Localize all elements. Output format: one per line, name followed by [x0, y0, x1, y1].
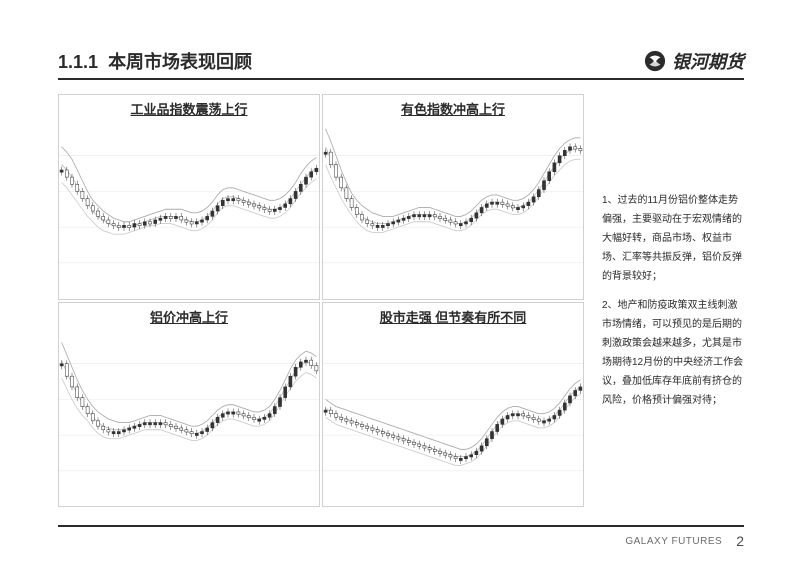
chart-title-1: 工业品指数震荡上行 — [59, 95, 319, 120]
section-number: 1.1.1 — [58, 52, 98, 72]
chart-cell-4: 股市走强 但节奏有所不同 — [322, 302, 584, 508]
chart-title-4: 股市走强 但节奏有所不同 — [323, 303, 583, 328]
chart-svg-4 — [323, 328, 583, 507]
chart-cell-3: 铝价冲高上行 — [58, 302, 320, 508]
chart-grid: 工业品指数震荡上行 有色指数冲高上行 铝价冲高上行 股市走强 但节奏有所不同 — [58, 94, 584, 507]
section-title-text: 本周市场表现回顾 — [108, 52, 252, 72]
commentary-p1: 1、过去的11月份铝价整体走势偏强，主要驱动在于宏观情绪的大幅好转，商品市场、权… — [602, 191, 744, 286]
brand: 银河期货 — [644, 48, 744, 74]
chart-title-2: 有色指数冲高上行 — [323, 95, 583, 120]
title-rule — [58, 78, 744, 80]
chart-cell-2: 有色指数冲高上行 — [322, 94, 584, 300]
chart-cell-1: 工业品指数震荡上行 — [58, 94, 320, 300]
chart-body-2 — [323, 120, 583, 299]
chart-body-4 — [323, 328, 583, 507]
chart-body-1 — [59, 120, 319, 299]
footer: GALAXY FUTURES 2 — [625, 533, 744, 549]
content-area: 工业品指数震荡上行 有色指数冲高上行 铝价冲高上行 股市走强 但节奏有所不同 1… — [58, 94, 744, 507]
chart-svg-3 — [59, 328, 319, 507]
commentary-p2: 2、地产和防疫政策双主线刺激市场情绪，可以预见的是后期的刺激政策会越来越多，尤其… — [602, 296, 744, 410]
chart-svg-2 — [323, 120, 583, 299]
footer-text: GALAXY FUTURES — [625, 536, 722, 547]
section-title: 1.1.1 本周市场表现回顾 — [58, 48, 252, 74]
footer-rule — [58, 525, 744, 527]
commentary: 1、过去的11月份铝价整体走势偏强，主要驱动在于宏观情绪的大幅好转，商品市场、权… — [602, 94, 744, 507]
page-number: 2 — [736, 533, 744, 549]
brand-logo-icon — [644, 50, 666, 72]
chart-title-3: 铝价冲高上行 — [59, 303, 319, 328]
chart-svg-1 — [59, 120, 319, 299]
chart-body-3 — [59, 328, 319, 507]
brand-text: 银河期货 — [672, 48, 744, 74]
page-header: 1.1.1 本周市场表现回顾 银河期货 — [58, 48, 744, 74]
